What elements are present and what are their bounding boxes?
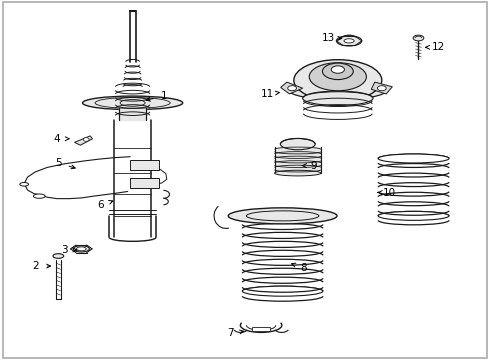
Ellipse shape bbox=[378, 211, 449, 220]
Ellipse shape bbox=[289, 81, 387, 100]
Ellipse shape bbox=[280, 139, 315, 150]
Text: 4: 4 bbox=[53, 134, 60, 144]
Text: 7: 7 bbox=[227, 328, 234, 338]
Ellipse shape bbox=[73, 246, 89, 252]
Text: 11: 11 bbox=[260, 89, 273, 99]
Ellipse shape bbox=[413, 35, 424, 41]
FancyBboxPatch shape bbox=[252, 327, 270, 331]
Ellipse shape bbox=[76, 247, 86, 251]
Ellipse shape bbox=[344, 39, 354, 43]
Ellipse shape bbox=[246, 211, 319, 221]
Ellipse shape bbox=[120, 99, 145, 106]
Ellipse shape bbox=[228, 208, 337, 224]
Ellipse shape bbox=[322, 63, 353, 80]
Ellipse shape bbox=[33, 194, 45, 198]
Polygon shape bbox=[371, 82, 392, 94]
Ellipse shape bbox=[377, 86, 386, 91]
Ellipse shape bbox=[95, 98, 170, 108]
Ellipse shape bbox=[331, 66, 344, 73]
Text: 5: 5 bbox=[55, 158, 62, 168]
FancyBboxPatch shape bbox=[130, 178, 159, 188]
Ellipse shape bbox=[274, 170, 321, 176]
Ellipse shape bbox=[243, 286, 323, 296]
Text: 8: 8 bbox=[300, 263, 307, 273]
Ellipse shape bbox=[303, 91, 373, 105]
Ellipse shape bbox=[294, 60, 382, 101]
Ellipse shape bbox=[309, 63, 367, 91]
Text: 9: 9 bbox=[310, 161, 317, 171]
Text: 13: 13 bbox=[321, 33, 335, 43]
Text: 3: 3 bbox=[61, 245, 68, 255]
Ellipse shape bbox=[20, 183, 28, 186]
Text: 1: 1 bbox=[161, 91, 168, 101]
Ellipse shape bbox=[378, 154, 449, 163]
Text: 10: 10 bbox=[383, 188, 396, 198]
Ellipse shape bbox=[53, 254, 64, 258]
Ellipse shape bbox=[336, 36, 362, 46]
Ellipse shape bbox=[288, 86, 296, 91]
Ellipse shape bbox=[83, 138, 89, 141]
Polygon shape bbox=[74, 136, 93, 145]
Text: 6: 6 bbox=[98, 200, 104, 210]
FancyBboxPatch shape bbox=[130, 160, 159, 170]
Ellipse shape bbox=[82, 96, 183, 110]
Polygon shape bbox=[281, 82, 303, 94]
Text: 12: 12 bbox=[431, 42, 444, 52]
Text: 2: 2 bbox=[32, 261, 39, 271]
